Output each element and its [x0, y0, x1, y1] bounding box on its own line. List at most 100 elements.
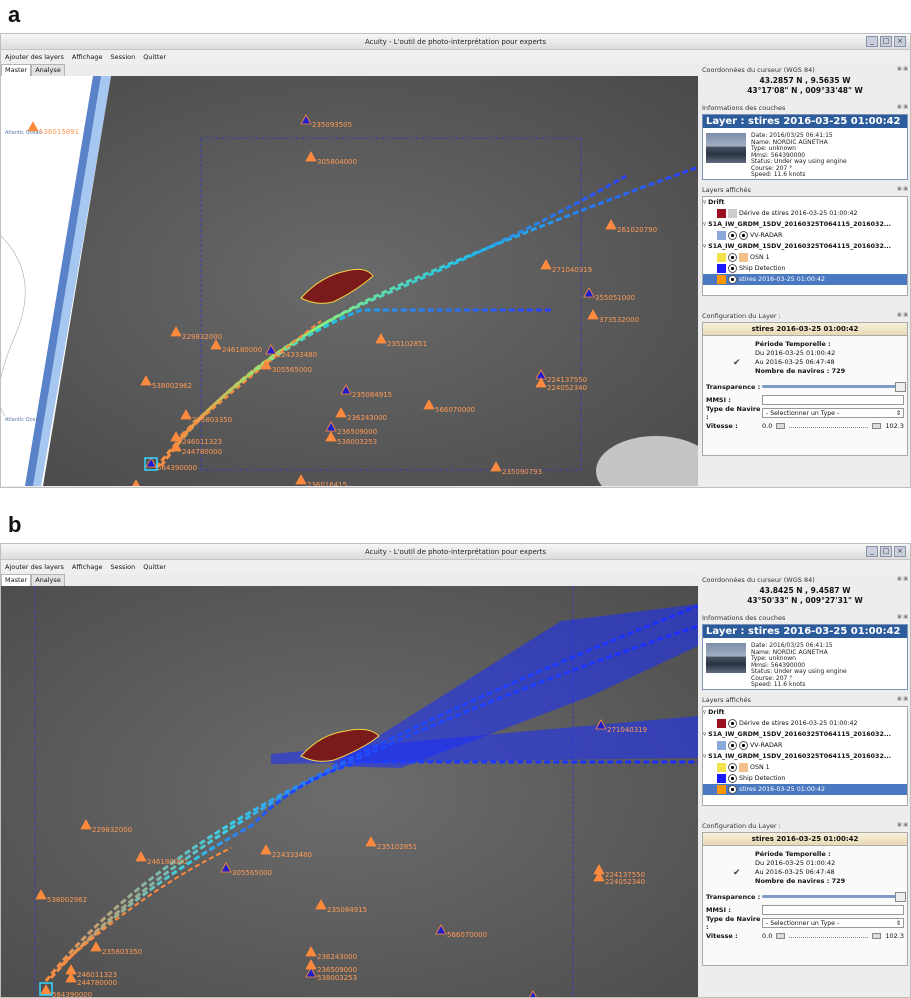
color-swatch[interactable] [717, 208, 726, 218]
layer-osn[interactable]: OSN 1 [703, 762, 907, 773]
range-handle-min[interactable] [776, 932, 786, 939]
ship-marker[interactable] [40, 984, 52, 995]
ship-marker[interactable] [131, 479, 141, 486]
layer-shipdetection[interactable]: Ship Detection [703, 773, 907, 784]
ship-marker[interactable] [305, 967, 317, 978]
ship-marker[interactable] [260, 359, 272, 370]
ship-marker[interactable] [180, 409, 192, 420]
eye-icon[interactable] [728, 230, 737, 240]
ship-marker[interactable] [365, 836, 377, 847]
eye-icon[interactable] [728, 740, 737, 750]
ship-marker[interactable] [490, 461, 502, 472]
layer-osn[interactable]: OSN 1 [703, 252, 907, 263]
ship-marker[interactable] [220, 862, 232, 873]
menu-display[interactable]: Affichage [71, 563, 103, 571]
tree-group-s1a[interactable]: ▿ S1A_IW_GRDM_1SDV_20160325T064115_20160… [703, 731, 891, 738]
tree-group-s1a-2[interactable]: ▿ S1A_IW_GRDM_1SDV_20160325T064115_20160… [703, 243, 891, 250]
tab-master[interactable]: Master [1, 64, 32, 76]
color-swatch[interactable] [717, 718, 726, 728]
ship-marker[interactable] [135, 851, 147, 862]
color-swatch[interactable] [717, 274, 726, 284]
map-canvas[interactable]: 271040319 229832000 246180000 224333480 3055… [1, 586, 698, 998]
close-icon[interactable]: × [894, 546, 906, 557]
ship-marker[interactable] [375, 333, 387, 344]
ship-marker[interactable] [535, 377, 547, 388]
eye-icon[interactable] [728, 718, 737, 728]
ship-marker[interactable] [435, 924, 447, 935]
sar-map-view[interactable]: 271040319 229832000 246180000 224333480 3055… [1, 586, 698, 998]
menu-session[interactable]: Session [110, 563, 136, 571]
layer-vvradar[interactable]: VV-RADAR [703, 740, 907, 751]
ship-marker[interactable] [295, 474, 307, 485]
minimize-icon[interactable]: _ [866, 546, 878, 557]
ship-marker[interactable] [305, 151, 317, 162]
color-swatch[interactable] [717, 773, 726, 783]
maximize-icon[interactable]: □ [880, 546, 892, 557]
eye-icon[interactable] [728, 773, 737, 783]
ship-marker[interactable] [335, 407, 347, 418]
ship-marker[interactable] [528, 990, 538, 998]
eye-icon[interactable] [728, 263, 737, 273]
color-swatch[interactable] [717, 740, 726, 750]
ship-marker[interactable] [423, 399, 435, 410]
tab-analyse[interactable]: Analyse [31, 64, 65, 76]
ship-marker[interactable] [583, 287, 595, 298]
menu-quit[interactable]: Quitter [143, 563, 167, 571]
mmsi-input[interactable] [762, 394, 904, 405]
ship-marker[interactable] [325, 421, 337, 432]
ship-marker[interactable] [170, 441, 182, 452]
eye-icon[interactable] [728, 274, 737, 284]
ship-marker[interactable] [27, 121, 39, 132]
transparency-slider[interactable] [762, 892, 906, 902]
speed-range-slider[interactable]: 0.0 102.3 [762, 932, 904, 940]
layer-derive[interactable]: Dérive de stires 2016-03-25 01:00:42 [703, 208, 907, 219]
eye-icon[interactable] [728, 762, 737, 772]
range-handle-max[interactable] [872, 932, 882, 939]
menu-add-layers[interactable]: Ajouter des layers [5, 563, 64, 571]
menu-quit[interactable]: Quitter [143, 53, 167, 61]
ship-marker[interactable] [593, 871, 605, 882]
ship-marker[interactable] [587, 309, 599, 320]
ship-marker[interactable] [90, 941, 102, 952]
transparency-slider[interactable] [762, 382, 906, 392]
maximize-icon[interactable]: □ [880, 36, 892, 47]
layer-derive[interactable]: Dérive de stires 2016-03-25 01:00:42 [703, 718, 907, 729]
menu-session[interactable]: Session [110, 53, 136, 61]
ship-marker[interactable] [605, 219, 617, 230]
eye-icon[interactable] [728, 784, 737, 794]
ship-marker[interactable] [210, 339, 222, 350]
ship-marker[interactable] [325, 431, 337, 442]
oil-drift-polygon[interactable] [300, 268, 374, 304]
minimize-icon[interactable]: _ [866, 36, 878, 47]
color-swatch[interactable] [717, 263, 726, 273]
ship-marker[interactable] [65, 972, 77, 983]
eye-off-icon[interactable] [728, 208, 737, 218]
layer-vvradar[interactable]: VV-RADAR [703, 230, 907, 241]
close-icon[interactable]: × [894, 36, 906, 47]
layer-shipdetection[interactable]: Ship Detection [703, 263, 907, 274]
color-swatch[interactable] [717, 762, 726, 772]
sar-map-view[interactable]: 235093505 305804000 261020790 271040319 3550… [1, 76, 698, 486]
mmsi-input[interactable] [762, 904, 904, 915]
menu-add-layers[interactable]: Ajouter des layers [5, 53, 64, 61]
ship-marker[interactable] [315, 899, 327, 910]
tree-group-s1a[interactable]: ▿ S1A_IW_GRDM_1SDV_20160325T064115_20160… [703, 221, 891, 228]
ship-marker[interactable] [145, 457, 157, 468]
ship-type-select[interactable]: - Selectionner un Type - [762, 407, 904, 418]
ship-type-select[interactable]: - Selectionner un Type - [762, 917, 904, 928]
menu-display[interactable]: Affichage [71, 53, 103, 61]
selected-ship-highlight[interactable] [39, 982, 53, 996]
tab-master[interactable]: Master [1, 574, 32, 586]
layer-stires[interactable]: stires 2016-03-25 01:00:42 [703, 274, 907, 285]
tree-group-drift[interactable]: ▿ Drift [703, 709, 725, 716]
range-handle-min[interactable] [776, 422, 786, 429]
ship-marker[interactable] [170, 431, 182, 442]
ship-marker[interactable] [340, 384, 352, 395]
ship-marker[interactable] [35, 889, 47, 900]
color-swatch[interactable] [717, 230, 726, 240]
ship-marker[interactable] [265, 344, 277, 355]
tab-analyse[interactable]: Analyse [31, 574, 65, 586]
color-swatch[interactable] [717, 252, 726, 262]
layer-stires[interactable]: stires 2016-03-25 01:00:42 [703, 784, 907, 795]
selected-ship-highlight[interactable] [144, 457, 158, 471]
